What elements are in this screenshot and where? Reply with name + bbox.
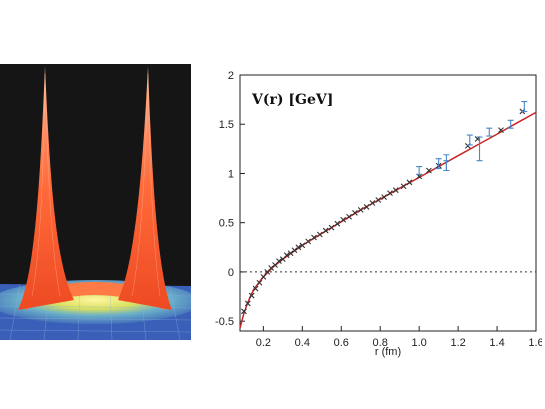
error-bar <box>416 166 423 175</box>
y-tick-label: 0.5 <box>219 218 234 230</box>
data-point <box>311 234 317 241</box>
density-surface-image <box>0 64 191 340</box>
error-bar <box>486 127 493 137</box>
data-point <box>244 300 251 307</box>
data-point <box>352 209 358 216</box>
y-tick-label: 1.5 <box>219 119 234 131</box>
error-bar <box>476 136 483 162</box>
x-tick-label: 0.2 <box>256 337 271 349</box>
data-point <box>291 247 298 254</box>
data-point <box>381 194 387 200</box>
data-point <box>387 190 393 197</box>
data-point <box>334 220 341 227</box>
data-point <box>299 242 306 249</box>
data-point <box>426 167 432 174</box>
x-tick-label: 1.2 <box>450 337 465 349</box>
data-point <box>283 252 290 259</box>
plot-frame <box>239 74 537 332</box>
x-tick-label: 1.6 <box>528 337 542 349</box>
error-bar <box>443 160 450 172</box>
chart-title: V(r) [GeV] <box>251 92 333 108</box>
data-point <box>276 258 282 264</box>
data-point <box>252 285 259 292</box>
y-tick-label: 2 <box>228 70 234 82</box>
data-point <box>316 231 323 238</box>
y-tick-label: 0 <box>228 267 234 279</box>
data-point <box>268 265 275 271</box>
data-point <box>363 204 370 210</box>
y-tick-label: -0.5 <box>215 316 234 328</box>
error-bar <box>435 158 442 170</box>
data-point <box>400 183 407 190</box>
x-tick-label: 1.0 <box>412 337 427 349</box>
x-tick-label: 0.6 <box>334 337 349 349</box>
data-point <box>369 200 376 206</box>
data-point <box>260 273 267 280</box>
data-point <box>322 227 329 234</box>
data-point <box>287 250 294 257</box>
potential-chart: -0.5 0 0.5 1 1.5 2 0.2 0.4 0.6 0.8 1.0 1.2 1.4 1.6 V… <box>215 70 542 358</box>
y-tick-label: 1 <box>228 168 234 180</box>
data-point <box>340 216 347 223</box>
data-point <box>248 292 255 299</box>
data-point <box>357 207 364 213</box>
data-point <box>256 279 263 286</box>
data-point <box>375 197 382 203</box>
x-tick-label: 1.4 <box>489 337 504 349</box>
data-point <box>498 127 504 134</box>
data-point <box>241 308 247 315</box>
data-point <box>328 224 335 231</box>
data-point <box>295 244 302 251</box>
error-bar <box>466 134 473 146</box>
error-bar <box>507 119 514 129</box>
data-point <box>346 213 352 220</box>
data-point <box>406 179 413 186</box>
surface-plot-graphic <box>0 66 191 340</box>
right-peak <box>118 66 172 310</box>
x-tick-label: 0.4 <box>295 337 310 349</box>
data-point <box>305 238 312 245</box>
data-point <box>392 187 399 194</box>
x-tick-label: 0.8 <box>373 337 388 349</box>
x-axis-title: r (fm) <box>375 346 401 358</box>
error-bar <box>521 101 528 112</box>
left-peak <box>18 66 74 310</box>
